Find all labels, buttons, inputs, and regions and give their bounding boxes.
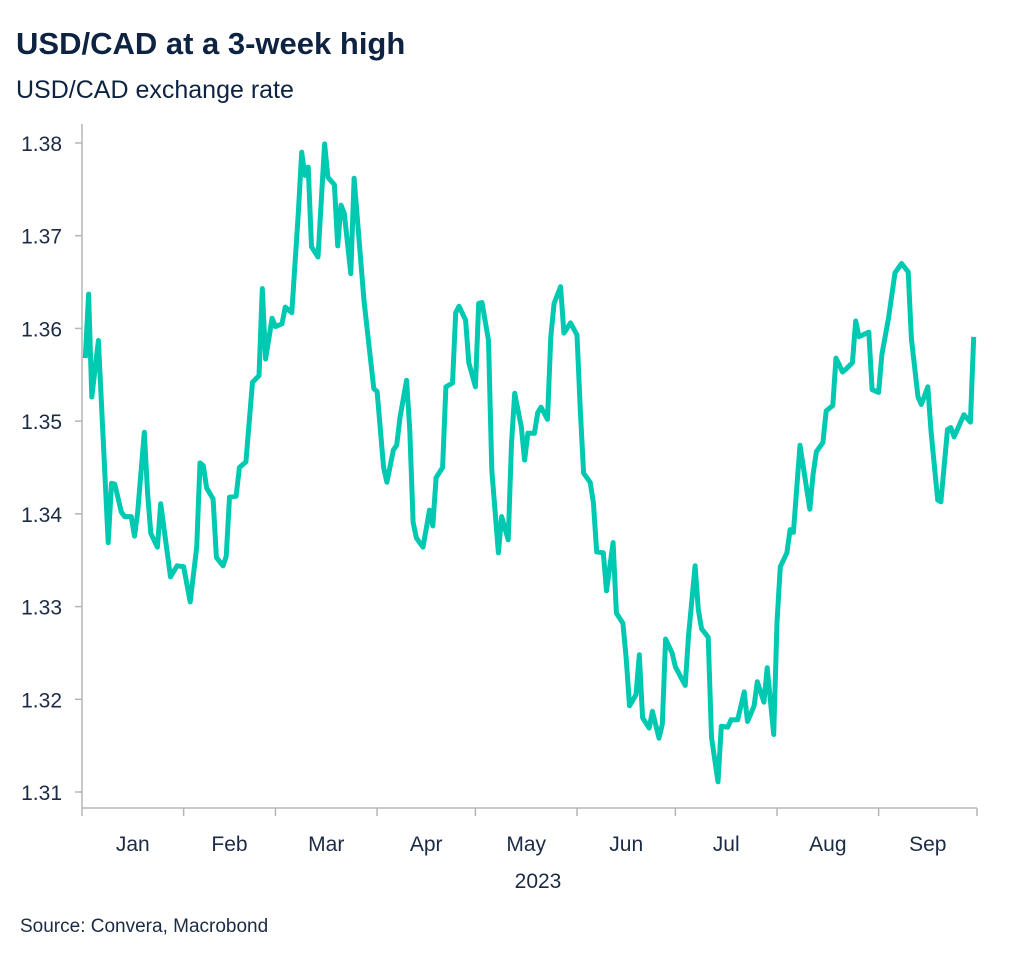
y-tick-label: 1.31 (21, 782, 62, 805)
chart-subtitle: USD/CAD exchange rate (16, 76, 294, 104)
x-tick-label: Aug (809, 833, 846, 856)
series-line-usdcad (82, 141, 977, 785)
x-tick-label: Sep (909, 833, 946, 856)
x-axis-ticks: Jan Feb Mar Apr May Jun Jul Aug Sep (81, 808, 978, 856)
x-tick-label: May (506, 833, 546, 856)
y-tick-label: 1.34 (21, 504, 62, 527)
source-note: Source: Convera, Macrobond (20, 916, 268, 937)
x-tick-label: Jul (713, 833, 740, 856)
chart-title: USD/CAD at a 3-week high (16, 26, 405, 61)
y-tick-label: 1.33 (21, 597, 62, 620)
y-tick-label: 1.32 (21, 689, 62, 712)
x-axis-label: 2023 (515, 870, 562, 893)
x-tick-label: Jun (609, 833, 643, 856)
y-tick-label: 1.36 (21, 318, 62, 341)
x-tick-label: Feb (211, 833, 247, 856)
x-tick-label: Apr (410, 833, 443, 856)
y-tick-label: 1.35 (21, 411, 62, 434)
y-axis-ticks: 1.31 1.32 1.33 1.34 1.35 1.36 1.37 1.38 (21, 133, 82, 805)
y-tick-label: 1.37 (21, 226, 62, 249)
x-tick-label: Jan (116, 833, 150, 856)
x-tick-label: Mar (308, 833, 344, 856)
y-tick-label: 1.38 (21, 133, 62, 156)
